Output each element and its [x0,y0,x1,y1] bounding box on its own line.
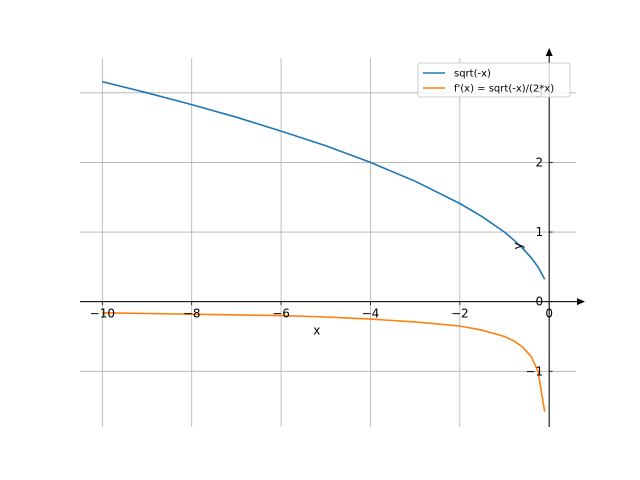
y-tick-label: 0 [536,295,544,309]
x-tick-label: −10 [90,307,115,321]
series-line [102,312,546,412]
legend-label: f'(x) = sqrt(-x)/(2*x) [454,84,554,95]
legend-label: sqrt(-x) [454,69,491,80]
grid [80,58,576,427]
legend-box [417,62,571,98]
series-line [102,80,546,280]
ticks: −10−8−6−4−20−10123 [90,86,553,378]
x-tick-label: −6 [272,307,290,321]
x-tick-label: −8 [183,307,201,321]
x-tick-label: 0 [545,307,553,321]
y-axis-arrow [545,48,553,56]
y-tick-label: −1 [525,364,543,378]
x-tick-label: −2 [451,307,469,321]
axes [80,48,585,427]
x-tick-label: −4 [362,307,380,321]
x-axis-arrow [577,298,585,306]
x-axis-label: x [313,324,320,338]
y-tick-label: 1 [536,225,544,239]
y-tick-label: 2 [536,155,544,169]
legend: sqrt(-x) f'(x) = sqrt(-x)/(2*x) [417,62,571,98]
series-layer [102,80,546,412]
y-axis-label: y [511,242,525,249]
